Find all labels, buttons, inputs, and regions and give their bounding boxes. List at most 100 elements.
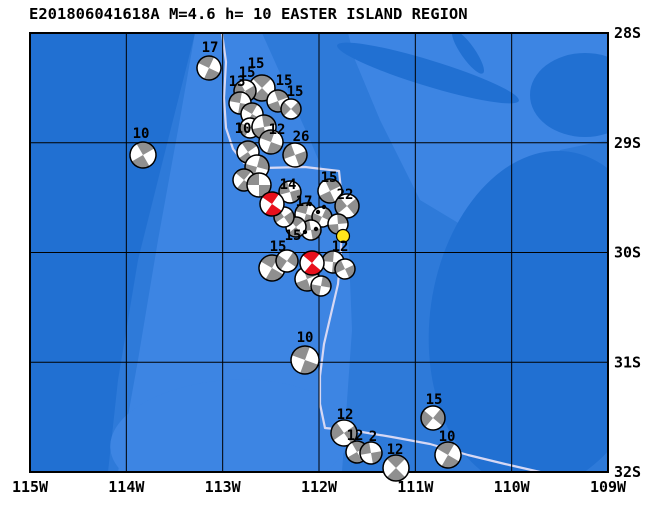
x-axis-tick-label: 115W xyxy=(12,478,49,496)
tiny-event-marker xyxy=(307,201,313,207)
beachball-compression-quadrant xyxy=(136,142,155,155)
beachball-compression-quadrant xyxy=(288,227,303,237)
axis-label-layer: 115W 114W 113W 112W 111W 110W 109W 28S 29S 30S 31S… xyxy=(12,24,641,496)
tiny-event-marker xyxy=(315,209,321,215)
focal-mechanism-symbol xyxy=(334,258,356,280)
beachball-compression-quadrant xyxy=(321,276,331,288)
focal-mechanism-symbol xyxy=(282,142,308,168)
focal-mechanism-symbol xyxy=(258,129,284,155)
beachball-compression-quadrant xyxy=(252,75,272,88)
depth-label: 12 xyxy=(387,442,404,458)
plot-title: E201806041618A M=4.6 h= 10 EASTER ISLAND… xyxy=(29,5,468,23)
plate-boundary-line xyxy=(220,33,542,472)
beachball-compression-quadrant xyxy=(441,455,460,468)
beachball-compression-quadrant xyxy=(245,85,256,101)
beachball-outline xyxy=(258,129,284,155)
beachball-outline xyxy=(299,250,325,276)
x-axis-tick-label: 110W xyxy=(494,478,531,496)
beachball-compression-quadrant xyxy=(335,196,347,214)
beachball-outline xyxy=(259,191,285,217)
beachball-compression-quadrant xyxy=(351,441,367,452)
focal-mechanism-symbol xyxy=(290,345,320,375)
beachball-outline xyxy=(246,172,272,198)
beachball-compression-quadrant xyxy=(261,115,276,127)
depth-label: 10 xyxy=(297,330,314,346)
focal-mechanism-highlighted xyxy=(299,250,325,276)
depth-label: 15 xyxy=(248,56,265,72)
bathymetry-patch xyxy=(110,379,350,472)
depth-label: 17 xyxy=(202,40,219,56)
beachball-compression-quadrant xyxy=(252,88,272,101)
beachball-outline xyxy=(334,258,356,280)
focal-mechanism-highlighted xyxy=(259,191,285,217)
x-axis-tick-label: 114W xyxy=(108,478,145,496)
depth-label: 10 xyxy=(133,126,150,142)
beachball-compression-quadrant xyxy=(311,228,321,240)
focal-mechanism-symbol xyxy=(317,178,343,204)
depth-label: 15 xyxy=(270,239,287,255)
depth-label: 15 xyxy=(285,228,302,244)
depth-label: 15 xyxy=(276,73,293,89)
depth-label: 15 xyxy=(321,170,338,186)
depth-label: 13 xyxy=(229,74,246,90)
depth-label: 17 xyxy=(296,194,313,210)
x-axis-tick-label: 111W xyxy=(397,478,434,496)
depth-label: 10 xyxy=(235,121,252,137)
beachball-compression-quadrant xyxy=(347,452,363,463)
beachball-compression-quadrant xyxy=(337,214,348,224)
beachball-compression-quadrant xyxy=(436,442,455,455)
tiny-event-marker xyxy=(302,229,308,235)
y-axis-tick-label: 30S xyxy=(614,244,641,262)
focal-mechanism-symbol xyxy=(330,419,358,447)
bathymetry-patch xyxy=(530,53,608,137)
tiny-event-marker xyxy=(313,226,319,232)
beachball-compression-quadrant xyxy=(235,169,252,180)
beachball-compression-quadrant xyxy=(265,268,284,281)
beachball-outline xyxy=(196,55,222,81)
focal-mechanism-symbol xyxy=(334,193,360,219)
beachball-outline xyxy=(280,98,302,120)
beachball-compression-quadrant xyxy=(240,123,250,137)
x-axis-tick-label: 113W xyxy=(205,478,242,496)
focal-mechanism-symbol xyxy=(359,441,383,465)
depth-label: 10 xyxy=(439,429,456,445)
beachball-compression-quadrant xyxy=(242,103,258,114)
beachball-compression-quadrant xyxy=(265,204,282,216)
beachball-compression-quadrant xyxy=(229,92,242,103)
focal-mechanism-symbol xyxy=(420,405,446,431)
beachball-compression-quadrant xyxy=(287,251,298,268)
bathymetry-patch xyxy=(428,150,608,472)
beachball-outline xyxy=(290,345,320,375)
beachball-compression-quadrant xyxy=(331,422,344,441)
bathymetry-patch xyxy=(337,42,519,104)
focal-mechanism-symbol xyxy=(129,141,157,169)
beachball-compression-quadrant xyxy=(371,451,382,464)
depth-label: 22 xyxy=(337,187,354,203)
focal-mechanism-symbol xyxy=(434,441,462,469)
beachball-compression-quadrant xyxy=(259,185,271,197)
beachball-outline xyxy=(420,405,446,431)
beachball-compression-quadrant xyxy=(276,254,287,271)
beachball-compression-quadrant xyxy=(311,284,321,296)
beachball-compression-quadrant xyxy=(433,408,445,426)
beachball-compression-quadrant xyxy=(386,455,406,468)
beachball-compression-quadrant xyxy=(360,442,371,455)
beachball-outline xyxy=(275,249,299,273)
beachball-compression-quadrant xyxy=(347,198,359,216)
beachball-compression-quadrant xyxy=(284,211,294,226)
beachball-compression-quadrant xyxy=(386,468,406,481)
beachball-outline xyxy=(310,275,332,297)
beachball-compression-quadrant xyxy=(328,224,339,234)
y-axis-tick-label: 29S xyxy=(614,134,641,152)
depth-label: 12 xyxy=(347,428,364,444)
depth-label: 12 xyxy=(269,122,286,138)
map-frame xyxy=(29,32,609,473)
beachball-outline xyxy=(434,441,462,469)
y-axis-tick-label: 32S xyxy=(614,463,641,481)
x-axis-tick-label: 112W xyxy=(301,478,338,496)
focal-mechanism-symbol xyxy=(280,98,302,120)
beachball-outline xyxy=(282,142,308,168)
beachball-outline xyxy=(382,454,410,482)
